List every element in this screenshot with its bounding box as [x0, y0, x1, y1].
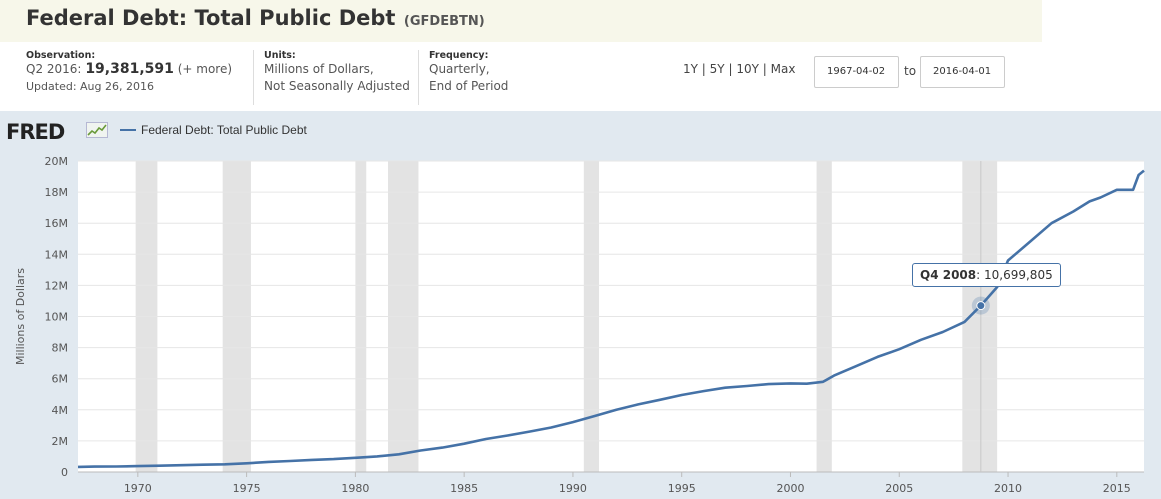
x-tick-label: 2015 — [1103, 482, 1131, 495]
range-1y-link[interactable]: 1Y — [683, 62, 698, 76]
y-tick-label: 0 — [61, 466, 68, 479]
y-tick-label: 14M — [45, 248, 69, 261]
tooltip-value: 10,699,805 — [984, 268, 1053, 282]
range-separator: | — [701, 62, 706, 76]
start-date-input[interactable]: 1967-04-02 — [814, 56, 899, 88]
title-bar: Federal Debt: Total Public Debt (GFDEBTN… — [0, 0, 1042, 42]
y-tick-label: 4M — [52, 404, 69, 417]
y-tick-label: 16M — [45, 217, 69, 230]
fred-graph-icon — [86, 122, 108, 138]
x-tick-label: 1990 — [559, 482, 587, 495]
y-tick-label: 8M — [52, 342, 69, 355]
y-tick-label: 12M — [45, 279, 69, 292]
range-5y-link[interactable]: 5Y — [709, 62, 725, 76]
x-tick-label: 2000 — [776, 482, 804, 495]
y-tick-label: 18M — [45, 186, 69, 199]
observation-period: Q2 2016: — [26, 62, 82, 76]
observation-block: Observation: Q2 2016: 19,381,591 (+ more… — [26, 50, 232, 95]
updated-date: Updated: Aug 26, 2016 — [26, 80, 154, 93]
y-tick-label: 6M — [52, 373, 69, 386]
range-separator: | — [762, 62, 767, 76]
x-tick-label: 2005 — [885, 482, 913, 495]
range-separator: | — [728, 62, 733, 76]
series-id: (GFDEBTN) — [403, 14, 485, 29]
range-max-link[interactable]: Max — [770, 62, 796, 76]
x-tick-label: 1985 — [450, 482, 478, 495]
units-label: Units: — [264, 50, 296, 61]
units-line2: Not Seasonally Adjusted — [264, 79, 410, 93]
legend-swatch — [120, 129, 136, 131]
frequency-block: Frequency: Quarterly, End of Period — [418, 50, 508, 105]
x-tick-label: 1975 — [233, 482, 261, 495]
chart-legend: Federal Debt: Total Public Debt — [120, 123, 307, 137]
range-10y-link[interactable]: 10Y — [736, 62, 759, 76]
fred-logo: FRED — [6, 120, 65, 144]
x-tick-label: 1995 — [668, 482, 696, 495]
data-tooltip: Q4 2008: 10,699,805 — [912, 263, 1061, 287]
x-tick-label: 2010 — [994, 482, 1022, 495]
x-tick-label: 1980 — [341, 482, 369, 495]
frequency-label: Frequency: — [429, 50, 489, 61]
frequency-line2: End of Period — [429, 79, 509, 93]
highlight-point — [976, 301, 986, 311]
tooltip-period: Q4 2008 — [920, 268, 977, 282]
y-tick-label: 2M — [52, 435, 69, 448]
units-line1: Millions of Dollars, — [264, 62, 374, 76]
legend-label: Federal Debt: Total Public Debt — [141, 123, 307, 137]
series-line — [77, 169, 1145, 469]
observation-value: 19,381,591 — [85, 61, 174, 77]
y-tick-label: 10M — [45, 311, 69, 324]
end-date-input[interactable]: 2016-04-01 — [920, 56, 1005, 88]
more-link[interactable]: (+ more) — [177, 62, 233, 76]
observation-label: Observation: — [26, 50, 96, 61]
y-axis-title: Millions of Dollars — [14, 268, 27, 365]
frequency-line1: Quarterly, — [429, 62, 490, 76]
x-tick-label: 1970 — [124, 482, 152, 495]
tooltip-colon: : — [976, 268, 984, 282]
page-title: Federal Debt: Total Public Debt — [26, 6, 396, 30]
units-block: Units: Millions of Dollars, Not Seasonal… — [253, 50, 410, 105]
y-tick-label: 20M — [45, 155, 69, 168]
range-links: 1Y | 5Y | 10Y | Max — [683, 62, 795, 76]
date-range-separator: to — [904, 64, 917, 78]
